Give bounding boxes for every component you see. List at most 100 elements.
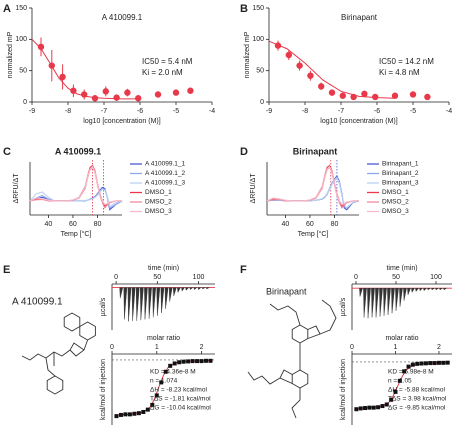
injection-peak [131,287,136,321]
y-axis-label: µcal/s [340,297,347,316]
x-tick-label: -9 [266,108,272,115]
annotation: IC50 = 14.2 nM [379,57,434,66]
point [199,359,204,364]
chart-title: Birinapant [266,286,307,296]
point [163,369,168,374]
injection-peak [148,287,152,319]
injection-peak [156,287,161,316]
annotation: TΔS = 3.98 kcal/mol [388,396,447,403]
x-tick-label: 1 [394,344,398,351]
point [135,95,142,102]
y-tick-label: 50 [19,68,27,75]
x-tick-label: 0 [354,274,358,281]
injection-peak [205,287,210,290]
x-tick-label: -7 [101,108,107,115]
point [274,42,282,49]
point [124,89,131,96]
point [208,358,213,363]
injection-peak [415,287,420,293]
y-axis-label: normalized mP [244,31,251,78]
point [410,362,415,367]
series-line [29,188,123,207]
point [159,380,164,385]
x-tick-label: -6 [374,108,380,115]
annotation: ΔG = -9.85 kcal/mol [388,405,446,412]
point [91,95,99,102]
series-line [266,166,359,209]
legend-label: DMSO_2 [145,199,172,206]
y-tick-label: 0 [260,99,264,106]
injection-peak [411,287,415,293]
point [419,361,424,366]
x-axis-label: log10 [concentration (M)] [320,118,397,125]
point [70,87,77,94]
point [114,414,119,419]
legend-label: Birinapant_2 [382,170,419,177]
injection-peak [185,287,190,291]
annotation: Ki = 4.8 nM [379,68,420,77]
point [154,393,159,398]
injection-peak [435,287,440,291]
point [358,406,363,411]
point [350,93,357,101]
injection-peak [160,287,165,314]
point [81,91,88,98]
injection-peak [193,287,198,291]
point [150,402,155,407]
chart-title: A 410099.1 [55,146,101,156]
injection-peak [164,287,169,309]
legend-label: DMSO_3 [382,208,409,215]
point [436,360,441,365]
point [361,90,368,98]
point [389,397,394,402]
point [423,361,428,366]
point [397,378,402,383]
injection-peak [371,287,375,318]
point [102,88,110,95]
point [409,91,417,98]
injection-peak [135,287,140,321]
y-axis-label: normalized mP [7,31,14,78]
x-tick-label: 50 [153,274,161,281]
point [372,93,379,101]
panel-label: E [3,264,10,276]
point [380,404,385,409]
point [145,407,150,412]
point [445,360,450,365]
point [376,405,381,410]
injection-peak [395,287,399,311]
point [195,359,200,364]
series-line [29,165,122,206]
panel-label: D [240,146,248,158]
x-tick-label: -5 [173,108,179,115]
point [37,43,45,51]
point [354,407,359,412]
x-tick-label: 60 [306,221,314,228]
point [186,359,191,364]
x-tick-label: 0 [114,274,118,281]
point [432,361,437,366]
injection-peak [363,287,367,318]
injection-peak [197,287,202,291]
legend-label: DMSO_1 [145,189,172,196]
x-tick-label: 0 [110,344,114,351]
point [181,359,186,364]
injection-peak [201,287,206,290]
x-tick-label: 1 [155,344,159,351]
x-tick-label: -5 [410,108,416,115]
point [132,411,137,416]
point [363,406,368,411]
legend-label: DMSO_1 [382,189,409,196]
injection-peak [423,287,428,292]
point [391,92,399,99]
annotation: Ki = 2.0 nM [142,68,183,77]
x-tick-label: 100 [193,274,205,281]
x-tick-label: -4 [209,108,215,115]
x-tick-label: 80 [94,221,102,228]
injection-peak [375,287,379,318]
injection-peak [403,287,407,301]
x-tick-label: 2 [437,344,441,351]
y-tick-label: 100 [15,36,27,43]
injection-peak [152,287,157,318]
